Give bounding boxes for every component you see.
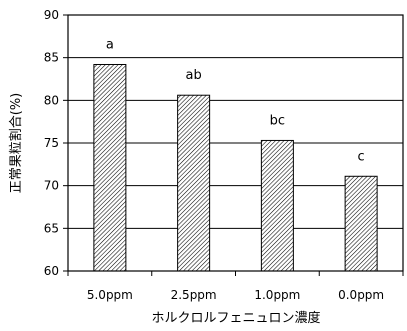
y-tick-label-90: 90 [44, 8, 59, 22]
significance-label-2.5ppm: ab [186, 68, 202, 83]
x-tick-label-1.0ppm: 1.0ppm [254, 288, 300, 302]
bar-5.0ppm [93, 63, 127, 272]
y-tick-label-65: 65 [44, 221, 59, 235]
y-tick-label-70: 70 [44, 179, 59, 193]
significance-labels: a ab bc c [106, 37, 365, 164]
x-tick-label-0.0ppm: 0.0ppm [338, 288, 384, 302]
y-tick-label-60: 60 [44, 264, 59, 278]
y-axis-ticks: 60 65 70 75 80 85 90 [44, 8, 68, 278]
x-axis-ticks: 5.0ppm 2.5ppm 1.0ppm 0.0ppm [67, 271, 404, 302]
y-tick-label-75: 75 [44, 136, 59, 150]
y-tick-label-80: 80 [44, 93, 59, 107]
bar-1.0ppm [260, 139, 294, 272]
bar-0.0ppm [344, 175, 378, 272]
x-axis-title: ホルクロルフェニュロン濃度 [151, 310, 320, 326]
x-tick-label-5.0ppm: 5.0ppm [87, 288, 133, 302]
significance-label-5.0ppm: a [106, 37, 114, 52]
y-tick-label-85: 85 [44, 51, 59, 65]
significance-label-1.0ppm: bc [270, 113, 285, 128]
significance-label-0.0ppm: c [358, 149, 365, 164]
x-tick-label-2.5ppm: 2.5ppm [171, 288, 217, 302]
bars-group [93, 63, 378, 272]
y-axis-title: 正常果粒割合(%) [8, 93, 24, 194]
bar-2.5ppm [177, 94, 211, 272]
